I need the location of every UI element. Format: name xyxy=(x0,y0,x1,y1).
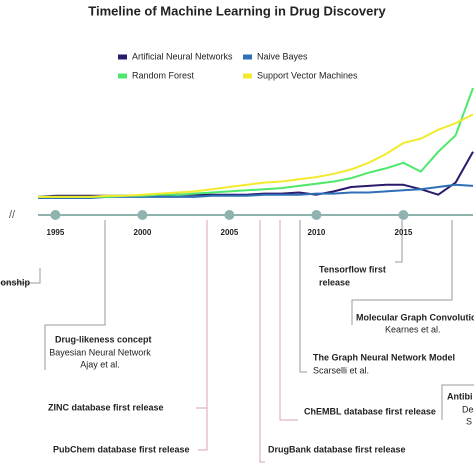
timeline-dot xyxy=(137,210,148,220)
event-label: Drug-likeness concept xyxy=(55,334,152,344)
connector xyxy=(198,408,208,451)
axis-break: // xyxy=(9,209,16,221)
legend-label: Support Vector Machines xyxy=(257,70,358,80)
connector xyxy=(0,268,41,284)
x-tick-label: 2005 xyxy=(221,228,239,237)
connector xyxy=(279,220,298,421)
timeline-dot xyxy=(224,210,235,220)
event-label: Tensorflow first xyxy=(319,264,386,274)
event-label: onship xyxy=(1,277,31,287)
connector xyxy=(299,220,307,373)
event-label: Bayesian Neural Network xyxy=(49,347,151,357)
legend-swatch xyxy=(118,54,127,60)
connector xyxy=(441,384,474,420)
legend-swatch xyxy=(243,54,252,60)
chart-title: Timeline of Machine Learning in Drug Dis… xyxy=(88,3,386,18)
event-label: S xyxy=(466,416,472,426)
timeline-dot xyxy=(50,210,61,220)
legend-label: Naive Bayes xyxy=(257,51,308,61)
legend-swatch xyxy=(118,73,127,79)
event-label: Antibi xyxy=(447,391,473,401)
connector xyxy=(44,220,106,370)
x-tick-label: 2000 xyxy=(134,228,152,237)
x-tick-label: 2010 xyxy=(308,228,326,237)
connector xyxy=(196,220,208,409)
event-label: Kearnes et al. xyxy=(385,324,441,334)
event-label: DrugBank database first release xyxy=(268,444,406,454)
connector xyxy=(395,220,403,263)
x-tick-label: 1995 xyxy=(47,228,65,237)
legend-swatch xyxy=(243,73,252,79)
event-label: Scarselli et al. xyxy=(313,365,369,375)
timeline-dot xyxy=(398,210,409,220)
legend-label: Artificial Neural Networks xyxy=(132,51,233,61)
connector xyxy=(259,220,265,463)
event-label: Molecular Graph Convolutio xyxy=(356,312,474,322)
timeline-dot xyxy=(311,210,322,220)
event-label: ZINC database first release xyxy=(48,402,164,412)
event-label: PubChem database first release xyxy=(53,444,190,454)
event-label: Ajay et al. xyxy=(80,359,120,369)
x-tick-label: 2015 xyxy=(395,228,413,237)
connector xyxy=(351,220,453,325)
event-label: The Graph Neural Network Model xyxy=(313,352,455,362)
event-label: release xyxy=(319,277,350,287)
series-line xyxy=(38,113,474,198)
legend-label: Random Forest xyxy=(132,70,195,80)
event-label: De xyxy=(462,404,474,414)
event-label: ChEMBL database first release xyxy=(304,406,436,416)
